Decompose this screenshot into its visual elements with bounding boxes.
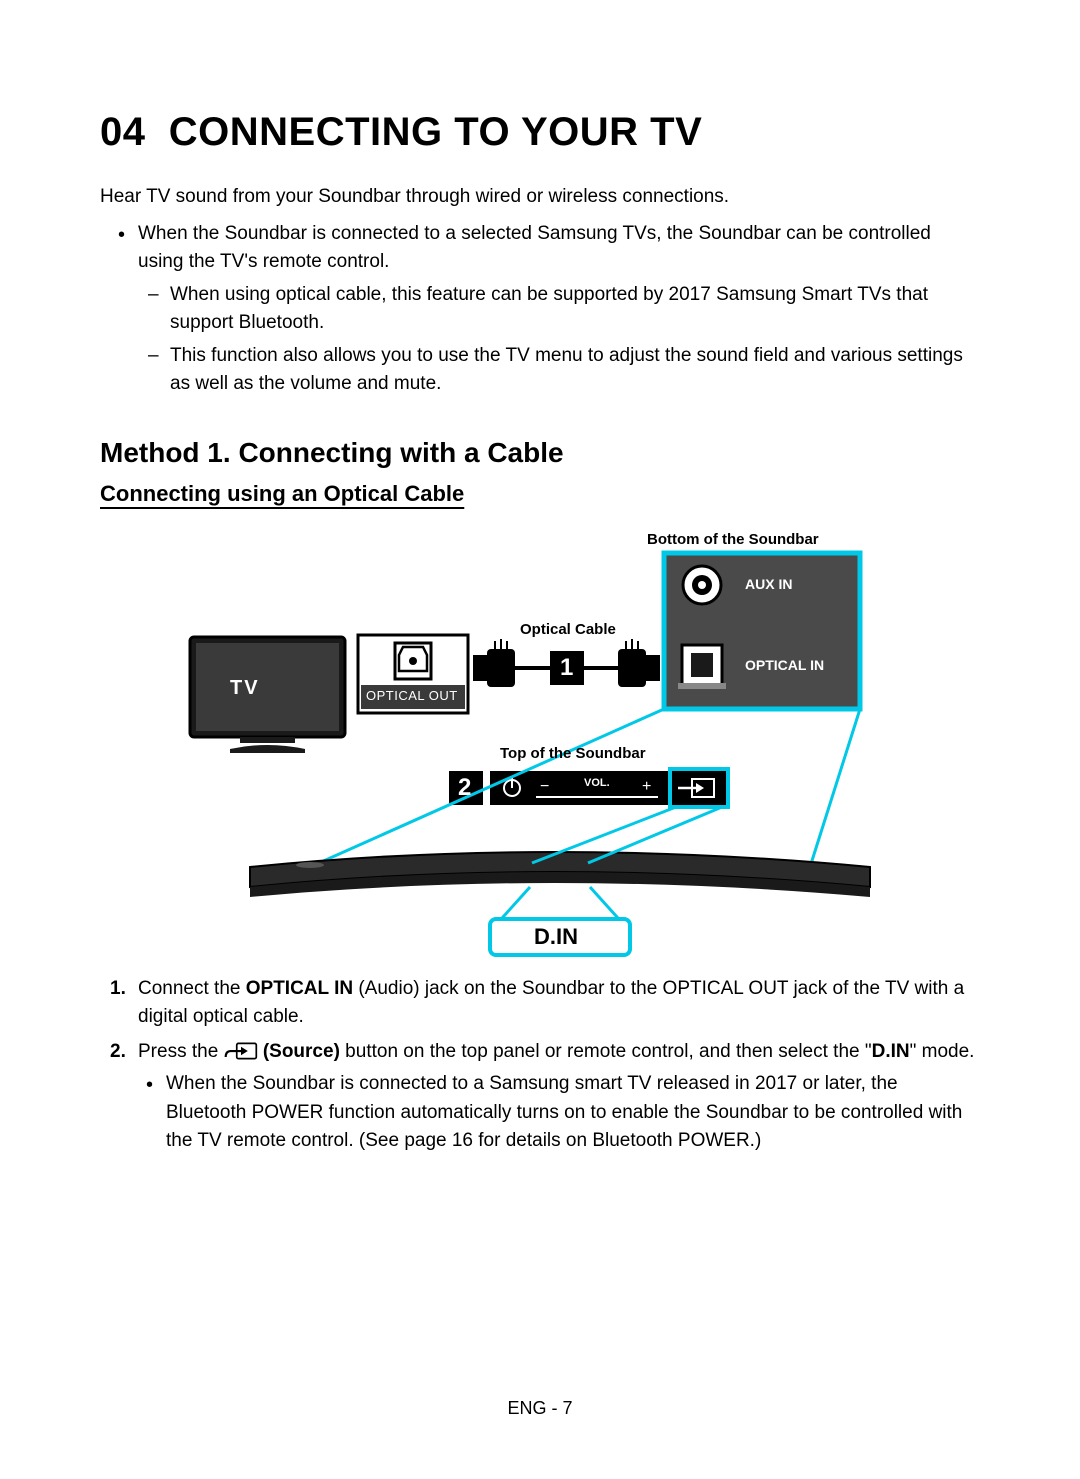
step-1-badge: 1 (560, 654, 573, 682)
vol-label: VOL. (584, 777, 610, 789)
step-1-pre: Connect the (138, 978, 246, 999)
step-1: Connect the OPTICAL IN (Audio) jack on t… (138, 975, 980, 1032)
intro-text: Hear TV sound from your Soundbar through… (100, 183, 980, 212)
vol-plus: + (642, 778, 651, 796)
chapter-number: 04 (100, 110, 146, 154)
step-2-sub: When the Soundbar is connected to a Sams… (138, 1070, 980, 1156)
method-subheading: Connecting using an Optical Cable (100, 481, 980, 507)
page-footer: ENG - 7 (0, 1398, 1080, 1419)
optical-cable-label: Optical Cable (520, 621, 616, 638)
chapter-title: CONNECTING TO YOUR TV (169, 110, 703, 154)
vol-minus: − (540, 778, 549, 796)
step-2-badge: 2 (458, 774, 471, 802)
top-soundbar-label: Top of the Soundbar (500, 745, 646, 762)
bullet-1-text: When the Soundbar is connected to a sele… (138, 223, 931, 273)
intro-bullets: When the Soundbar is connected to a sele… (100, 220, 980, 399)
din-display: D.IN (534, 924, 578, 950)
step-2-din: D.IN (872, 1041, 910, 1062)
bottom-soundbar-label: Bottom of the Soundbar (647, 531, 819, 548)
optical-in-label: OPTICAL IN (745, 657, 824, 673)
source-icon (224, 1041, 258, 1061)
sub-bullet-2: This function also allows you to use the… (170, 342, 980, 399)
step-2-source: (Source) (263, 1041, 340, 1062)
bullet-1: When the Soundbar is connected to a sele… (138, 220, 980, 399)
instruction-steps: Connect the OPTICAL IN (Audio) jack on t… (100, 975, 980, 1156)
tv-label: TV (230, 677, 260, 700)
optical-out-label: OPTICAL OUT (366, 688, 458, 703)
step-2-mid: button on the top panel or remote contro… (340, 1041, 872, 1062)
step-2-post: " mode. (910, 1041, 975, 1062)
chapter-heading: 04 CONNECTING TO YOUR TV (100, 110, 980, 155)
method-heading: Method 1. Connecting with a Cable (100, 437, 980, 469)
step-2-pre: Press the (138, 1041, 224, 1062)
step-2: Press the (Source) button on the top pan… (138, 1038, 980, 1156)
step-1-bold: OPTICAL IN (246, 978, 353, 999)
aux-in-label: AUX IN (745, 576, 792, 592)
step-2-sub-bullet: When the Soundbar is connected to a Sams… (166, 1070, 980, 1156)
connection-diagram: TV OPTICAL OUT Optical Cable 1 Bottom of… (180, 527, 900, 957)
sub-bullet-1: When using optical cable, this feature c… (170, 281, 980, 338)
sub-bullets: When using optical cable, this feature c… (138, 281, 980, 399)
